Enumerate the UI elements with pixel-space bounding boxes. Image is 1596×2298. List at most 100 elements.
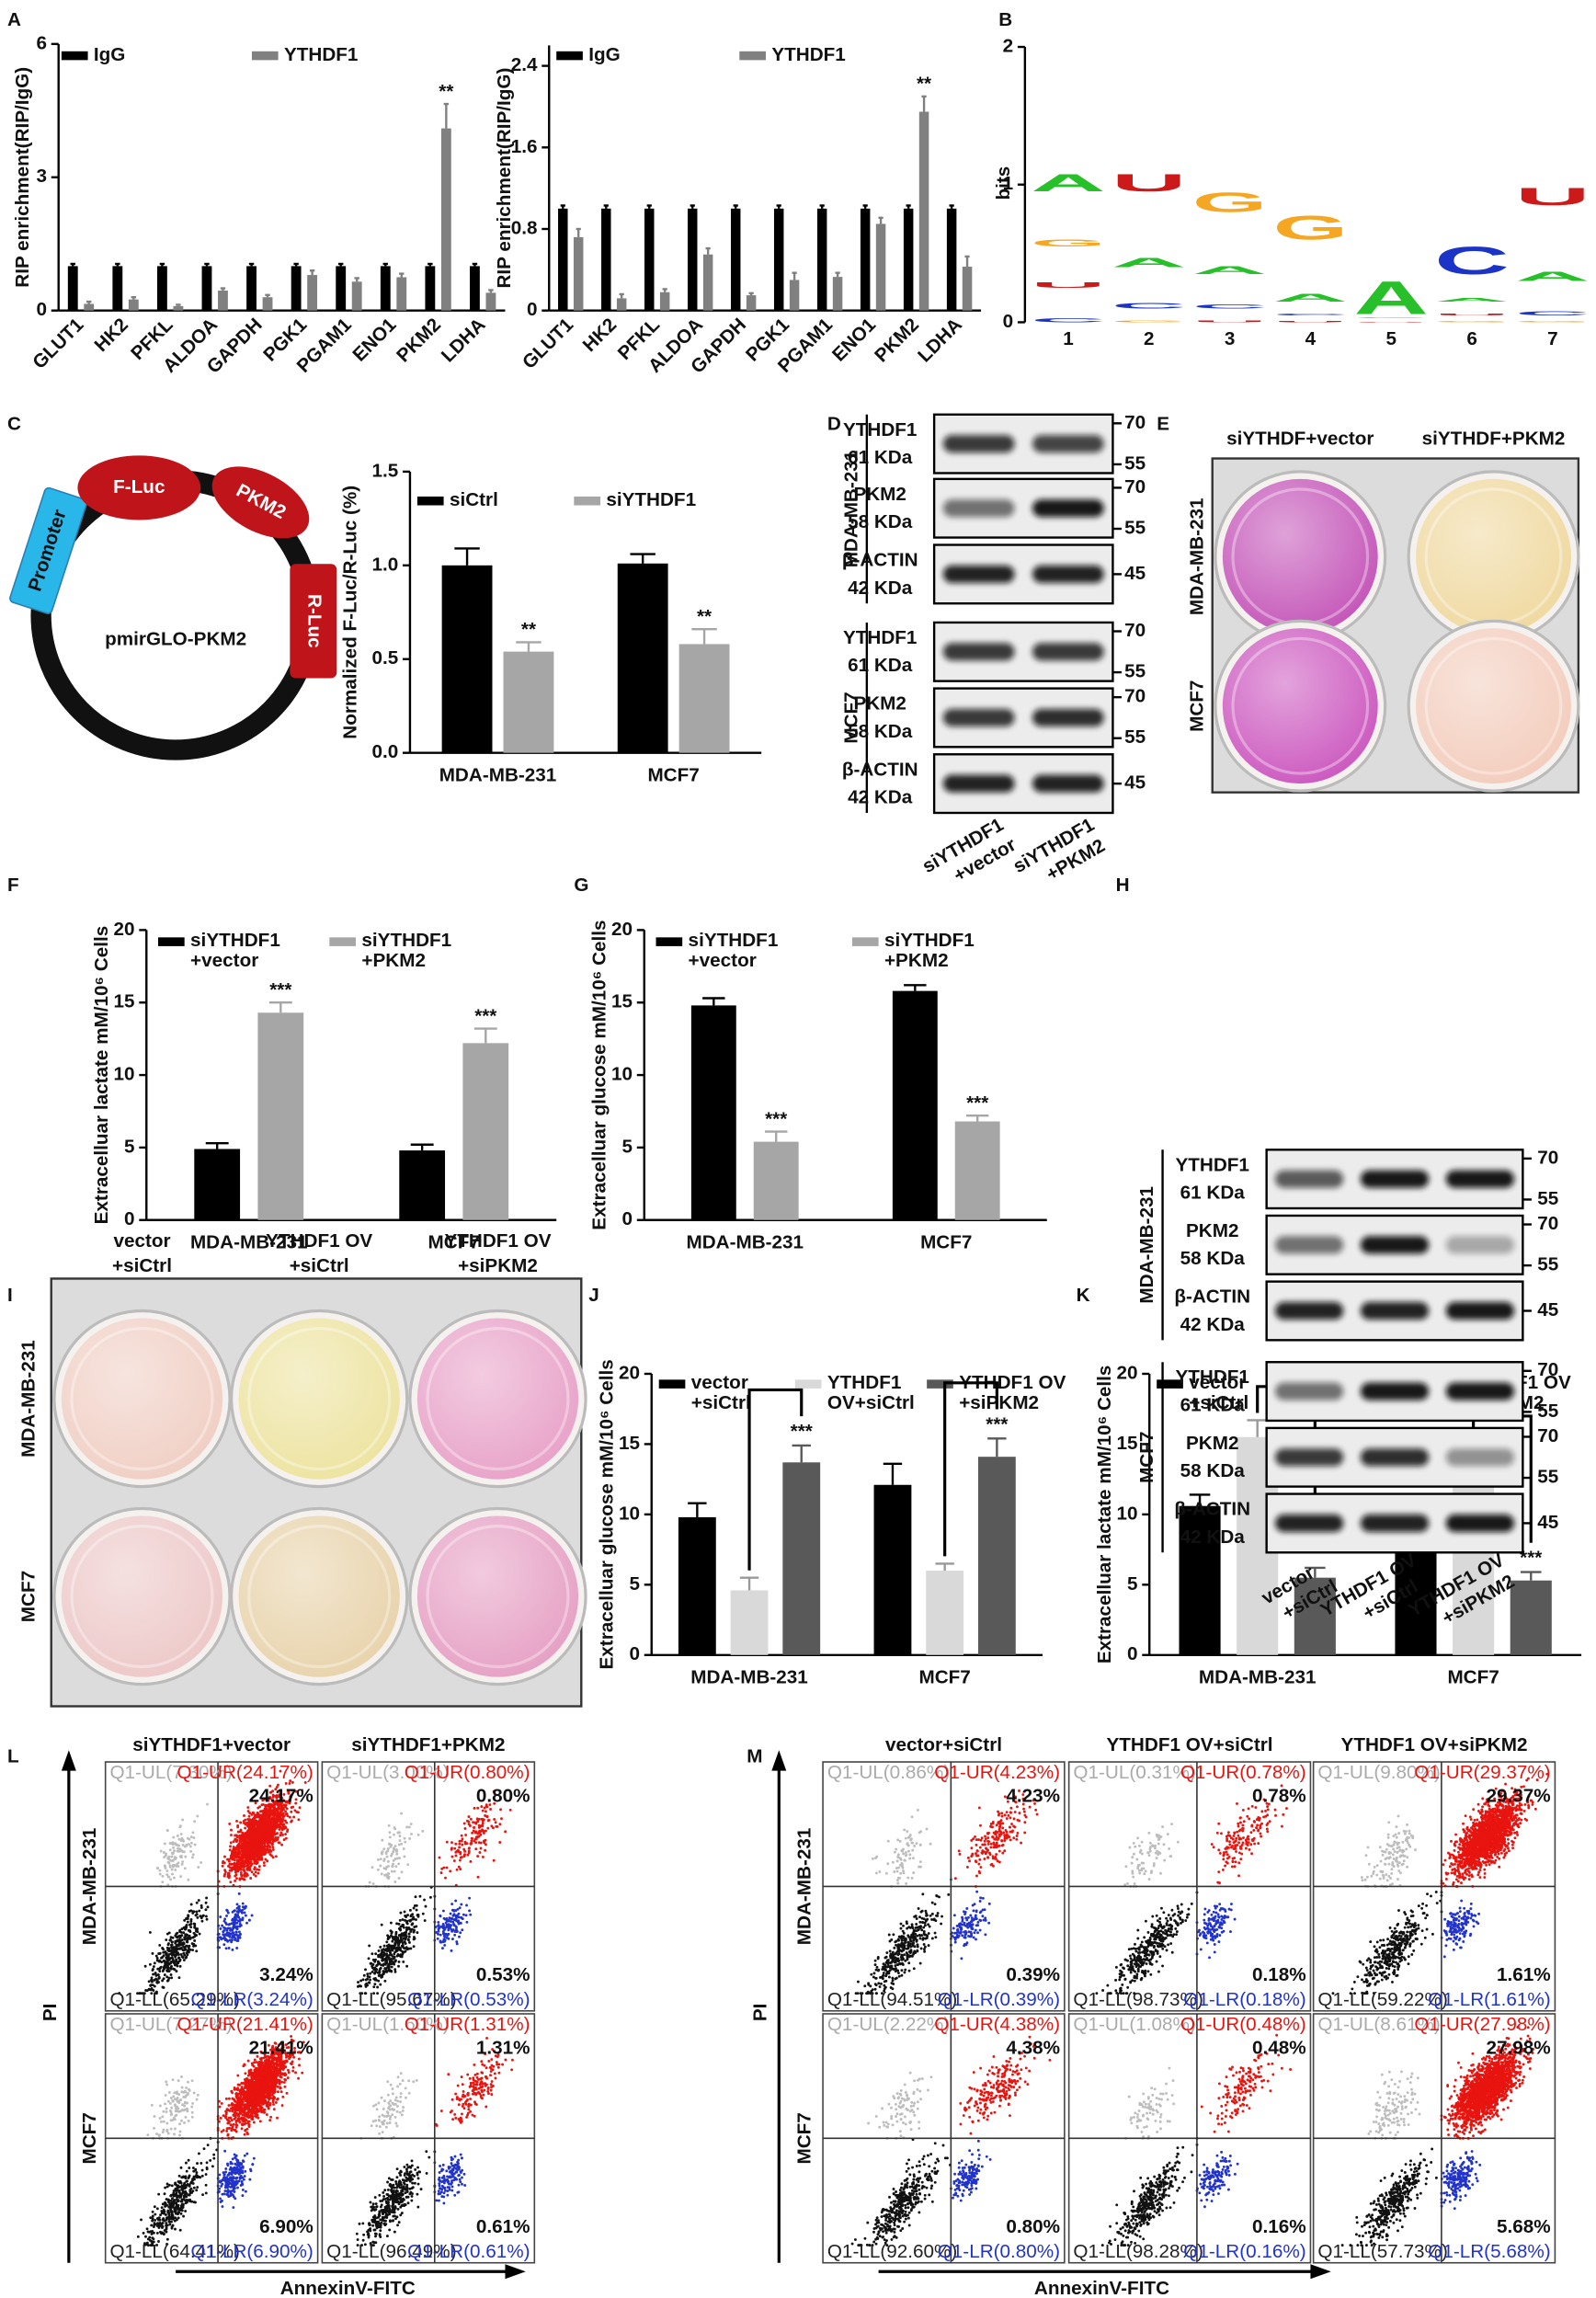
dot	[136, 2235, 140, 2238]
dot	[286, 1830, 289, 1834]
dot	[288, 1815, 291, 1819]
dot	[400, 1933, 404, 1937]
y-tick-label: 20	[1116, 1362, 1137, 1383]
dot	[194, 1914, 198, 1917]
dot	[247, 1814, 251, 1818]
dot	[244, 1826, 247, 1830]
y-tick-label: 20	[114, 919, 135, 940]
dot	[255, 1822, 258, 1825]
dot	[386, 1964, 390, 1968]
dot	[195, 2098, 199, 2101]
dot	[485, 1815, 489, 1819]
panel-letter: M	[747, 1746, 762, 1767]
dot	[379, 1983, 382, 1986]
dot	[249, 1877, 253, 1880]
dot	[393, 1962, 396, 1966]
position-label: 3	[1225, 328, 1236, 349]
dish-shine	[1416, 478, 1571, 635]
significance: ***	[474, 1005, 497, 1026]
dot	[191, 2189, 195, 2193]
band	[1032, 774, 1104, 793]
dot	[357, 1981, 359, 1984]
legend-swatch	[556, 51, 583, 61]
dot	[458, 1858, 462, 1862]
dot	[178, 1936, 182, 1939]
error-bar	[131, 296, 137, 300]
dot	[462, 1913, 465, 1916]
position-label: 2	[1144, 328, 1155, 349]
dot	[171, 2197, 174, 2201]
position-label: 7	[1547, 328, 1558, 349]
dot	[156, 1967, 160, 1971]
dot	[229, 2160, 233, 2164]
dot	[176, 1863, 178, 1866]
dot	[161, 2224, 165, 2228]
dot	[280, 1820, 284, 1824]
panel-letter: K	[1077, 1285, 1090, 1306]
dot	[370, 1966, 374, 1970]
dot	[247, 1839, 251, 1843]
dot	[191, 1856, 194, 1859]
band	[1445, 1448, 1515, 1467]
dot	[231, 2157, 234, 2161]
band	[1360, 1514, 1430, 1532]
dot	[173, 2132, 176, 2136]
dot	[415, 1918, 417, 1921]
dot	[437, 1932, 439, 1936]
bar	[730, 208, 741, 311]
logo-letter: C	[1112, 303, 1186, 311]
error-bar	[220, 287, 226, 291]
dot	[183, 1938, 187, 1941]
dot	[297, 1818, 301, 1822]
dot	[205, 1896, 208, 1900]
significance: **	[917, 74, 932, 95]
dot	[262, 1812, 265, 1815]
bar	[173, 305, 184, 311]
bar	[84, 303, 95, 311]
dot	[412, 1906, 416, 1910]
dot	[268, 1815, 271, 1818]
dot	[161, 1881, 165, 1884]
x-tick-label: MDA-MB-231	[190, 1232, 308, 1253]
dot	[198, 2175, 201, 2178]
band	[1032, 708, 1104, 727]
dot	[181, 1860, 185, 1864]
dot	[176, 1835, 179, 1837]
bar	[644, 208, 655, 311]
dot	[474, 1847, 478, 1851]
dot	[476, 1818, 480, 1822]
legend-swatch	[1157, 1379, 1183, 1389]
dot	[154, 1954, 158, 1958]
dot	[174, 2114, 177, 2118]
dot	[157, 2226, 161, 2229]
dot	[284, 1833, 288, 1835]
dot	[224, 2185, 228, 2189]
dot	[379, 1973, 382, 1977]
dot	[406, 1863, 410, 1867]
error-bar	[115, 262, 120, 267]
y-tick-label: 5	[1127, 1573, 1138, 1595]
dot	[233, 2087, 236, 2091]
marker-label: 70	[1124, 412, 1146, 433]
dot	[212, 2156, 216, 2160]
dot	[423, 1898, 426, 1902]
dot	[178, 2130, 182, 2133]
position-label: 4	[1305, 328, 1317, 349]
dot	[204, 2191, 208, 2195]
dot	[449, 1869, 452, 1873]
dot	[402, 1926, 405, 1929]
dot	[165, 2083, 168, 2086]
dot	[222, 2178, 224, 2181]
dot	[460, 1903, 463, 1906]
dot	[189, 2181, 193, 2185]
legend-swatch	[416, 496, 444, 506]
bar	[573, 236, 584, 311]
dot	[403, 1855, 406, 1858]
dot	[191, 1831, 195, 1835]
dot	[230, 1940, 234, 1944]
dot	[186, 1916, 189, 1920]
bar	[746, 295, 757, 311]
dot	[172, 2095, 176, 2098]
dot	[486, 1826, 490, 1830]
dot	[275, 1826, 278, 1829]
